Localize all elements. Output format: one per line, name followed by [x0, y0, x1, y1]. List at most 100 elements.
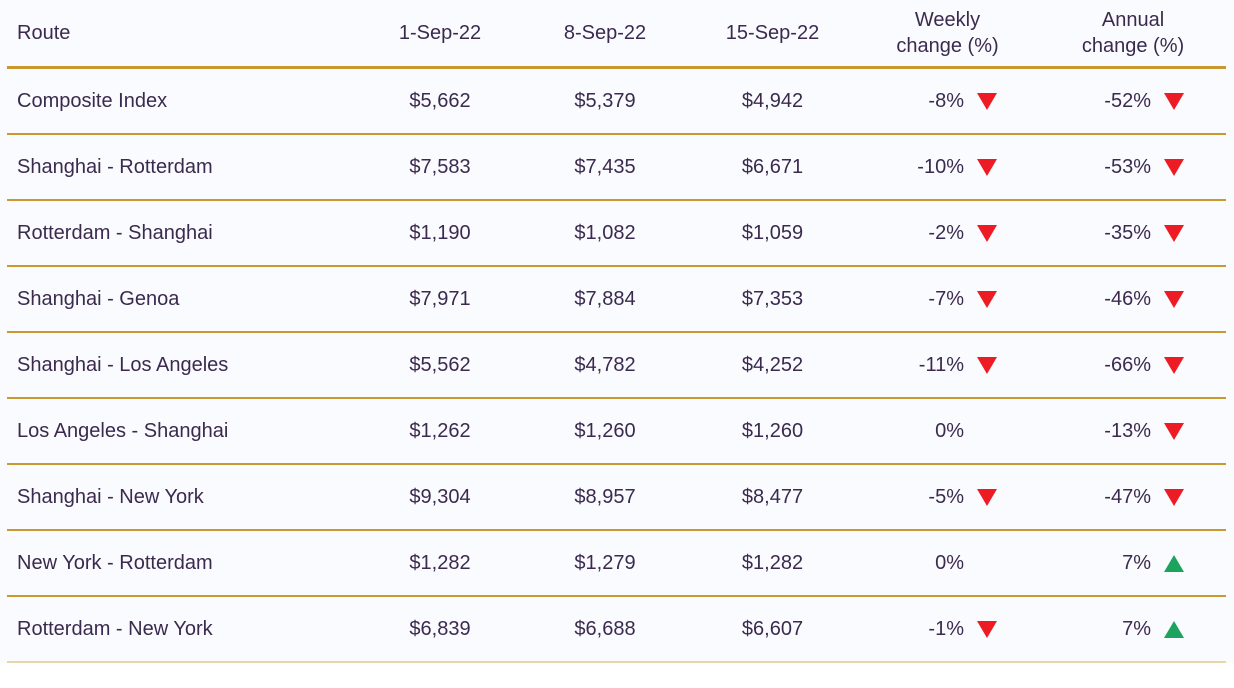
weekly-change-cell: -7%: [855, 288, 1040, 311]
rate-8sep-cell: $7,435: [574, 155, 636, 178]
table-row: Los Angeles - Shanghai $1,262 $1,260 $1,…: [7, 399, 1226, 465]
route-cell: Shanghai - Los Angeles: [17, 353, 229, 376]
route-cell: Shanghai - New York: [17, 485, 204, 508]
rate-8sep-cell: $5,379: [574, 89, 636, 112]
down-triangle-icon: [1164, 224, 1184, 242]
weekly-change-cell: -5%: [855, 486, 1040, 509]
down-triangle-icon: [1164, 488, 1184, 506]
rate-1sep-cell: $9,304: [409, 485, 471, 508]
annual-change-value: -66%: [1104, 353, 1151, 376]
table-row: Composite Index $5,662 $5,379 $4,942 -8%…: [7, 69, 1226, 135]
annual-change-cell: -52%: [1040, 90, 1226, 113]
weekly-change-value: -1%: [928, 617, 964, 640]
rate-8sep-cell: $7,884: [574, 287, 636, 310]
weekly-change-value: -2%: [928, 221, 964, 244]
column-header-annual-change: Annual change (%): [1040, 7, 1226, 59]
down-triangle-icon: [977, 290, 997, 308]
down-triangle-icon: [1164, 356, 1184, 374]
rate-1sep-cell: $6,839: [409, 617, 471, 640]
annual-change-value: -35%: [1104, 221, 1151, 244]
weekly-change-value: -8%: [928, 89, 964, 112]
annual-change-cell: 7%: [1040, 618, 1226, 641]
annual-change-header-line2: change (%): [1081, 35, 1185, 57]
annual-change-header-line1: Annual: [1101, 9, 1165, 31]
weekly-change-value: -5%: [928, 485, 964, 508]
rate-15sep-cell: $1,282: [741, 551, 804, 574]
weekly-change-cell: -2%: [855, 222, 1040, 245]
down-triangle-icon: [1164, 158, 1184, 176]
up-triangle-icon: [1164, 554, 1184, 572]
weekly-change-value: -7%: [928, 287, 964, 310]
annual-change-cell: -46%: [1040, 288, 1226, 311]
rate-1sep-cell: $7,583: [409, 155, 471, 178]
column-header-15sep22: 15-Sep-22: [725, 21, 820, 44]
annual-change-value: 7%: [1122, 617, 1151, 640]
weekly-change-cell: 0%: [855, 552, 1040, 575]
weekly-change-header-line2: change (%): [896, 35, 999, 57]
annual-change-cell: 7%: [1040, 552, 1226, 575]
weekly-change-cell: -8%: [855, 90, 1040, 113]
table-row: Rotterdam - New York $6,839 $6,688 $6,60…: [7, 597, 1226, 663]
rate-15sep-cell: $1,260: [741, 419, 804, 442]
route-cell: Composite Index: [17, 89, 168, 112]
rate-8sep-cell: $4,782: [574, 353, 636, 376]
annual-change-value: -47%: [1104, 485, 1151, 508]
rate-1sep-cell: $5,662: [409, 89, 471, 112]
down-triangle-icon: [977, 224, 997, 242]
table-row: Rotterdam - Shanghai $1,190 $1,082 $1,05…: [7, 201, 1226, 267]
column-header-8sep22: 8-Sep-22: [563, 21, 647, 44]
table-header-row: Route 1-Sep-22 8-Sep-22 15-Sep-22 Weekly…: [7, 0, 1226, 69]
rate-15sep-cell: $4,252: [741, 353, 804, 376]
rate-1sep-cell: $1,190: [409, 221, 471, 244]
down-triangle-icon: [1164, 290, 1184, 308]
table-row: New York - Rotterdam $1,282 $1,279 $1,28…: [7, 531, 1226, 597]
rate-15sep-cell: $7,353: [741, 287, 804, 310]
down-triangle-icon: [977, 356, 997, 374]
rate-15sep-cell: $8,477: [741, 485, 804, 508]
rate-8sep-cell: $1,082: [574, 221, 636, 244]
table-body: Composite Index $5,662 $5,379 $4,942 -8%…: [7, 69, 1226, 663]
column-header-route: Route: [17, 21, 71, 44]
annual-change-cell: -35%: [1040, 222, 1226, 245]
weekly-change-cell: -10%: [855, 156, 1040, 179]
weekly-change-cell: 0%: [855, 420, 1040, 443]
route-cell: Rotterdam - Shanghai: [17, 221, 213, 244]
rate-1sep-cell: $1,262: [409, 419, 471, 442]
route-cell: New York - Rotterdam: [17, 551, 213, 574]
no-change-spacer: [977, 423, 997, 440]
down-triangle-icon: [977, 488, 997, 506]
annual-change-cell: -13%: [1040, 420, 1226, 443]
weekly-change-cell: -1%: [855, 618, 1040, 641]
weekly-change-cell: -11%: [855, 354, 1040, 377]
weekly-change-value: 0%: [935, 551, 964, 574]
rate-1sep-cell: $1,282: [409, 551, 471, 574]
column-header-1sep22: 1-Sep-22: [398, 21, 482, 44]
rate-8sep-cell: $8,957: [574, 485, 636, 508]
route-cell: Shanghai - Rotterdam: [17, 155, 213, 178]
table-row: Shanghai - New York $9,304 $8,957 $8,477…: [7, 465, 1226, 531]
down-triangle-icon: [977, 92, 997, 110]
route-cell: Rotterdam - New York: [17, 617, 213, 640]
weekly-change-header-line1: Weekly: [914, 9, 981, 31]
rate-15sep-cell: $1,059: [741, 221, 804, 244]
rate-15sep-cell: $6,671: [741, 155, 804, 178]
rate-8sep-cell: $1,260: [574, 419, 636, 442]
annual-change-value: -53%: [1104, 155, 1151, 178]
down-triangle-icon: [1164, 92, 1184, 110]
annual-change-cell: -47%: [1040, 486, 1226, 509]
annual-change-value: 7%: [1122, 551, 1151, 574]
table-row: Shanghai - Genoa $7,971 $7,884 $7,353 -7…: [7, 267, 1226, 333]
rate-8sep-cell: $1,279: [574, 551, 636, 574]
annual-change-cell: -53%: [1040, 156, 1226, 179]
freight-rate-table: Route 1-Sep-22 8-Sep-22 15-Sep-22 Weekly…: [7, 0, 1226, 663]
annual-change-value: -46%: [1104, 287, 1151, 310]
up-triangle-icon: [1164, 620, 1184, 638]
column-header-weekly-change: Weekly change (%): [855, 7, 1040, 59]
annual-change-value: -13%: [1104, 419, 1151, 442]
annual-change-value: -52%: [1104, 89, 1151, 112]
annual-change-cell: -66%: [1040, 354, 1226, 377]
weekly-change-value: 0%: [935, 419, 964, 442]
route-cell: Los Angeles - Shanghai: [17, 419, 229, 442]
rate-1sep-cell: $5,562: [409, 353, 471, 376]
weekly-change-value: -11%: [918, 353, 964, 376]
